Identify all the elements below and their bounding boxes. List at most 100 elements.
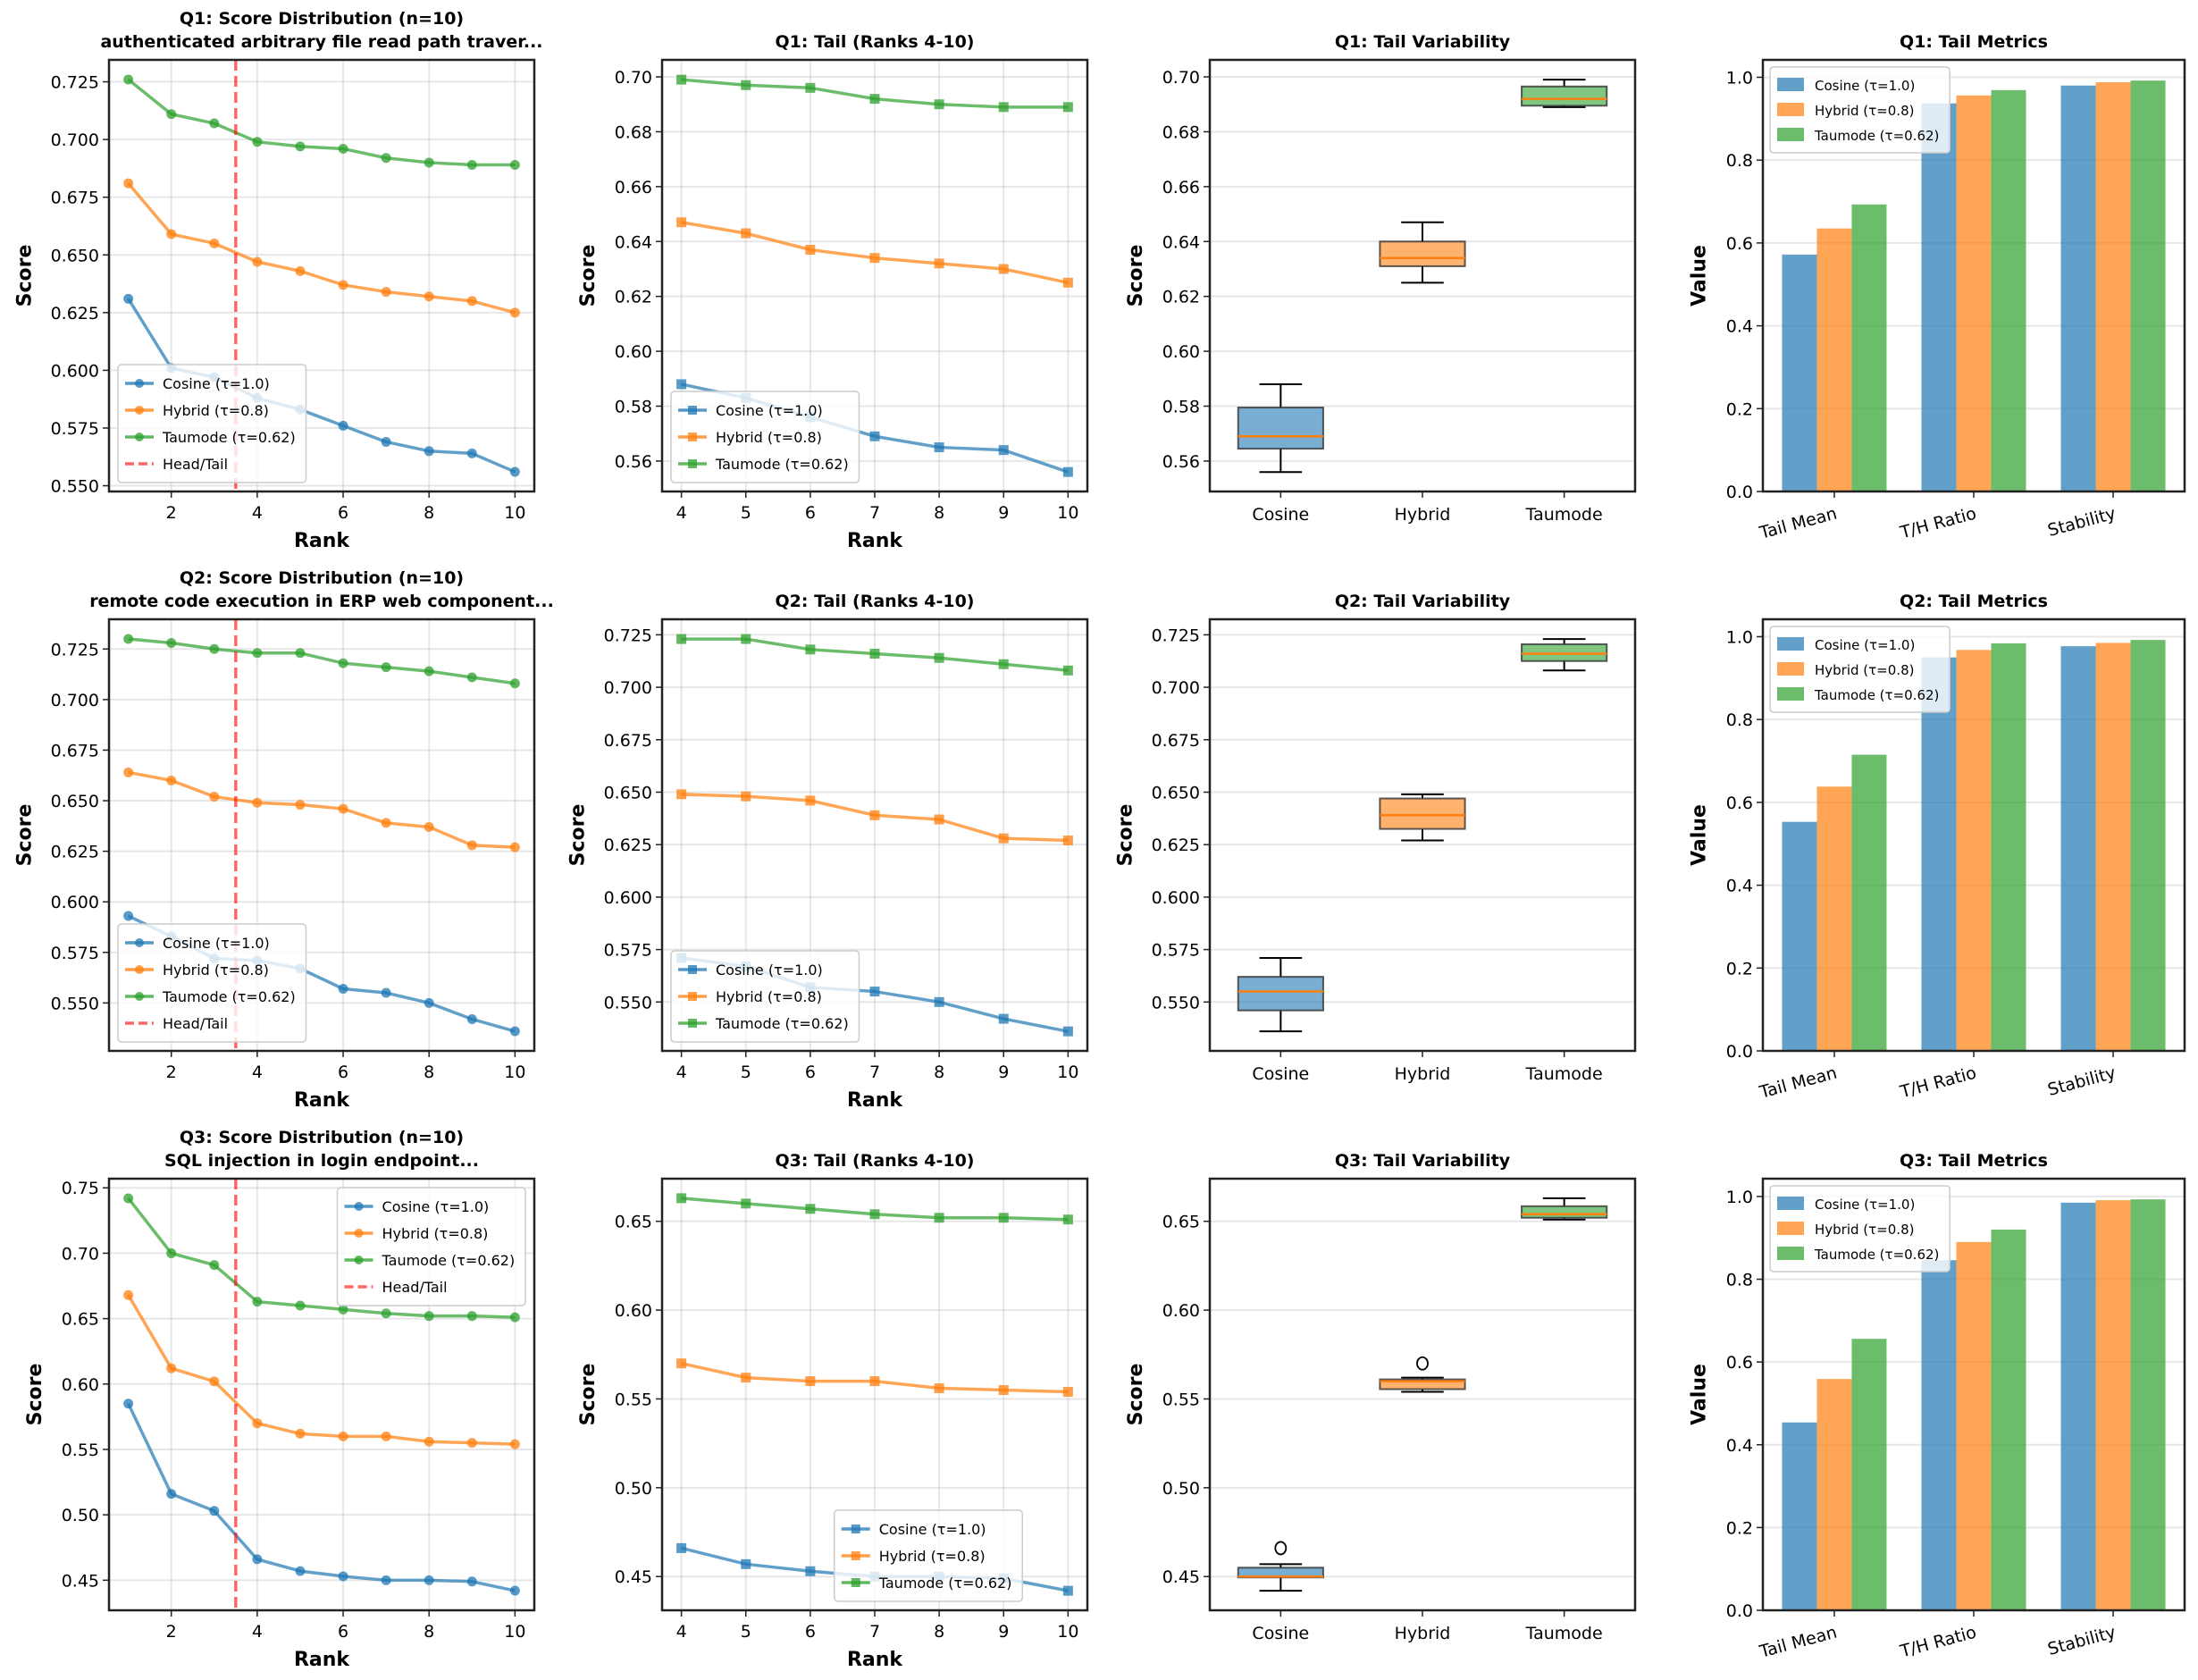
legend-label: Taumode (τ=0.62)	[1814, 687, 1939, 703]
chart-line-q1: Q1: Score Distribution (n=10) authenticat…	[14, 9, 543, 552]
bar	[2060, 85, 2096, 492]
y-tick-label: 0.550	[51, 994, 99, 1013]
legend-entry: Head/Tail	[344, 1279, 448, 1296]
y-tick-label: 1.0	[1726, 68, 1753, 88]
series-line	[128, 637, 516, 685]
series-hybrid	[676, 217, 1073, 288]
y-tick-label: 0.725	[1152, 626, 1200, 645]
y-axis-label: Value	[1689, 804, 1711, 866]
data-point	[509, 1439, 520, 1449]
axes-frame	[660, 58, 1089, 493]
outlier-point	[1274, 1541, 1288, 1556]
data-point	[934, 99, 944, 110]
legend-marker	[688, 965, 697, 974]
y-tick-label: 0.6	[1726, 234, 1753, 254]
y-tick-label: 0.575	[51, 944, 99, 963]
data-point	[998, 264, 1009, 274]
x-axis-label: Rank	[294, 1089, 350, 1112]
data-point	[998, 833, 1009, 844]
y-axis-label: Score	[1125, 245, 1147, 307]
legend-label: Hybrid (τ=0.8)	[163, 962, 269, 979]
legend-marker	[354, 1229, 364, 1238]
chart-title: Q1: Tail Variability	[1335, 32, 1511, 52]
data-point	[209, 1260, 220, 1271]
chart-box-q2: Q2: Tail Variability 0.550 0.575 0.600 0.625…	[1115, 592, 1637, 1084]
legend-entry: Head/Tail	[125, 456, 228, 473]
bars-hybrid	[1816, 1200, 2131, 1610]
chart-subtitle: SQL injection in login endpoint...	[164, 1151, 479, 1171]
legend-entry: Cosine (τ=1.0)	[1777, 1197, 1915, 1213]
y-tick-label: 0.60	[62, 1375, 99, 1395]
legend-label: Cosine (τ=1.0)	[1815, 78, 1915, 94]
legend-label: Hybrid (τ=0.8)	[382, 1225, 489, 1242]
x-tick-label: 7	[869, 1063, 880, 1082]
legend: Cosine (τ=1.0) Hybrid (τ=0.8) Taumode (τ=0…	[834, 1509, 1023, 1602]
legend: Cosine (τ=1.0) Hybrid (τ=0.8) Taumode (τ=0…	[1769, 626, 1951, 713]
y-tick-label: 0.725	[51, 73, 99, 93]
y-tick-label: 0.2	[1726, 399, 1753, 419]
y-axis-label: Score	[14, 804, 37, 867]
data-point	[509, 678, 520, 689]
data-point	[676, 1193, 687, 1204]
y-tick-label: 0.650	[604, 783, 652, 802]
y-tick-label: 0.700	[1152, 678, 1200, 698]
legend-label: Hybrid (τ=0.8)	[163, 402, 269, 419]
x-axis-label: Rank	[847, 530, 903, 552]
x-tick-label: Cosine	[1252, 505, 1309, 525]
data-point	[338, 1571, 348, 1582]
y-tick-label: 0.60	[615, 342, 652, 362]
legend: Cosine (τ=1.0) Hybrid (τ=0.8) Taumode (τ=0…	[670, 950, 860, 1043]
data-point	[998, 1213, 1009, 1223]
legend-entry: Cosine (τ=1.0)	[678, 402, 823, 419]
bars-cosine	[1782, 646, 2096, 1051]
series-taumode	[676, 634, 1073, 676]
axes-frame	[107, 617, 536, 1053]
data-point	[338, 984, 348, 995]
data-point	[1062, 835, 1073, 845]
x-tick-label: Taumode	[1525, 505, 1603, 525]
data-point	[252, 256, 263, 267]
y-tick-label: 0.675	[1152, 731, 1200, 751]
data-point	[869, 1209, 880, 1220]
data-point	[295, 1300, 306, 1311]
y-tick-label: 0.58	[615, 398, 652, 417]
axes-frame	[107, 1177, 536, 1612]
x-axis-label: Rank	[847, 1649, 903, 1671]
box-iqr	[1521, 1205, 1608, 1219]
data-point	[166, 1489, 177, 1499]
series-hybrid	[123, 178, 520, 318]
y-tick-label: 0.0	[1726, 1601, 1753, 1621]
y-tick-label: 0.66	[1162, 178, 1200, 197]
data-point	[338, 280, 348, 290]
y-tick-label: 0.550	[1152, 993, 1200, 1012]
box-cosine	[1237, 382, 1324, 474]
y-tick-label: 0.64	[615, 232, 652, 252]
y-tick-label: 0.8	[1726, 1271, 1753, 1290]
x-tick-label: 9	[998, 503, 1009, 523]
chart-title: Q3: Tail Metrics	[1900, 1151, 2048, 1171]
x-tick-label: 5	[741, 1063, 751, 1082]
legend-swatch	[1777, 637, 1804, 651]
y-tick-label: 0.575	[1152, 941, 1200, 961]
legend-label: Cosine (τ=1.0)	[382, 1198, 490, 1215]
chart-line-q2: Q2: Score Distribution (n=10) remote code…	[14, 568, 554, 1112]
data-point	[805, 1566, 816, 1576]
legend-label: Head/Tail	[382, 1279, 448, 1296]
x-tick-label: T/H Ratio	[1897, 1063, 1978, 1103]
legend-frame	[1769, 626, 1951, 713]
legend-marker	[688, 1019, 697, 1028]
legend-entry: Taumode (τ=0.62)	[841, 1575, 1011, 1592]
legend-swatch	[1777, 1197, 1804, 1210]
data-point	[509, 307, 520, 318]
y-tick-label: 0.2	[1726, 959, 1753, 979]
data-point	[295, 648, 306, 659]
data-point	[934, 652, 944, 663]
legend-entry: Head/Tail	[125, 1015, 228, 1032]
bar	[1851, 1339, 1887, 1610]
legend-swatch	[1777, 128, 1804, 141]
data-point	[123, 74, 134, 85]
legend-entry: Cosine (τ=1.0)	[125, 375, 270, 392]
legend-entry: Taumode (τ=0.62)	[344, 1252, 515, 1269]
y-tick-label: 0.0	[1726, 483, 1753, 502]
data-point	[805, 644, 816, 655]
